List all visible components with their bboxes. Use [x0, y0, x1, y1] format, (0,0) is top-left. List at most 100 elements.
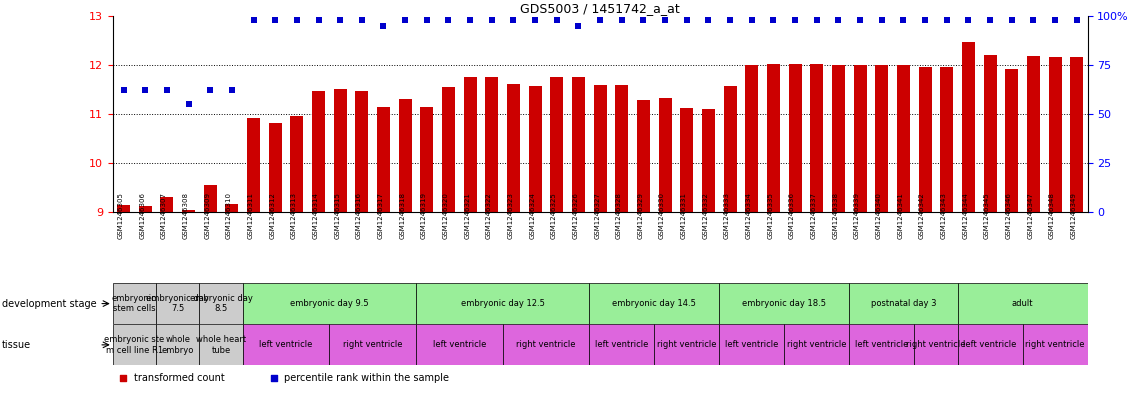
Text: embryonic day
8.5: embryonic day 8.5	[189, 294, 252, 313]
Point	[677, 17, 695, 23]
Point	[613, 17, 631, 23]
Bar	[199, 283, 242, 324]
Text: embryonic day
7.5: embryonic day 7.5	[147, 294, 210, 313]
Text: embryonic day 14.5: embryonic day 14.5	[612, 299, 696, 308]
Text: embryonic day 12.5: embryonic day 12.5	[461, 299, 544, 308]
Point	[179, 101, 197, 107]
Bar	[355, 91, 369, 212]
Bar	[724, 86, 737, 212]
Point	[635, 17, 653, 23]
Text: right ventricle: right ventricle	[906, 340, 966, 349]
Bar	[225, 204, 238, 212]
Text: GSM1246323: GSM1246323	[507, 192, 514, 239]
Text: GSM1246310: GSM1246310	[225, 192, 232, 239]
Point	[526, 17, 544, 23]
Bar	[914, 324, 958, 365]
Bar	[160, 197, 174, 212]
Bar	[113, 283, 156, 324]
Text: GSM1246326: GSM1246326	[573, 192, 578, 239]
Text: left ventricle: left ventricle	[259, 340, 312, 349]
Point	[916, 17, 934, 23]
Bar	[312, 91, 325, 212]
Point	[980, 17, 1000, 23]
Bar	[420, 107, 433, 212]
Bar	[984, 55, 996, 212]
Point	[331, 17, 349, 23]
Point	[158, 87, 176, 94]
Text: GSM1246311: GSM1246311	[248, 192, 254, 239]
Text: percentile rank within the sample: percentile rank within the sample	[284, 373, 450, 383]
Text: GSM1246343: GSM1246343	[941, 192, 947, 239]
Text: GSM1246318: GSM1246318	[399, 192, 406, 239]
Text: left ventricle: left ventricle	[964, 340, 1017, 349]
Point	[223, 87, 241, 94]
Bar	[329, 324, 416, 365]
Point	[764, 17, 782, 23]
Point	[461, 17, 479, 23]
Bar	[1005, 69, 1018, 212]
Text: GSM1246342: GSM1246342	[920, 193, 925, 239]
Point	[287, 17, 305, 23]
Text: right ventricle: right ventricle	[1026, 340, 1085, 349]
Text: left ventricle: left ventricle	[595, 340, 648, 349]
Text: postnatal day 3: postnatal day 3	[871, 299, 937, 308]
Bar	[1022, 324, 1088, 365]
Bar	[615, 85, 628, 212]
Text: embryonic
stem cells: embryonic stem cells	[112, 294, 157, 313]
Text: GSM1246335: GSM1246335	[767, 192, 773, 239]
Text: GSM1246306: GSM1246306	[140, 192, 145, 239]
Bar	[463, 77, 477, 212]
Bar	[204, 185, 216, 212]
Text: left ventricle: left ventricle	[433, 340, 486, 349]
Point	[548, 17, 566, 23]
Point	[851, 17, 869, 23]
Bar	[1071, 57, 1083, 212]
Point	[787, 17, 805, 23]
Bar	[529, 86, 542, 212]
Bar	[242, 324, 329, 365]
Text: GSM1246331: GSM1246331	[681, 192, 686, 239]
Text: GSM1246317: GSM1246317	[378, 192, 383, 239]
Text: GSM1246328: GSM1246328	[615, 192, 622, 239]
Bar	[117, 205, 130, 212]
Text: GSM1246316: GSM1246316	[356, 192, 362, 239]
Text: GSM1246349: GSM1246349	[1071, 192, 1076, 239]
Bar	[832, 65, 845, 212]
Text: whole heart
tube: whole heart tube	[196, 335, 246, 354]
Text: left ventricle: left ventricle	[855, 340, 908, 349]
Text: GSM1246305: GSM1246305	[117, 192, 124, 239]
Bar	[268, 123, 282, 212]
Text: right ventricle: right ventricle	[657, 340, 717, 349]
Text: GSM1246315: GSM1246315	[335, 192, 340, 239]
Text: GSM1246327: GSM1246327	[594, 192, 600, 239]
Text: embryonic day 18.5: embryonic day 18.5	[743, 299, 826, 308]
Bar	[550, 77, 564, 212]
Point	[1003, 17, 1021, 23]
Text: GSM1246339: GSM1246339	[854, 192, 860, 239]
Point	[201, 87, 219, 94]
Text: GSM1246334: GSM1246334	[746, 192, 752, 239]
Bar	[876, 65, 888, 212]
Text: GSM1246312: GSM1246312	[269, 192, 275, 239]
Bar	[853, 65, 867, 212]
Bar	[767, 64, 780, 212]
Point	[469, 239, 487, 245]
Bar	[594, 85, 606, 212]
Bar	[589, 283, 719, 324]
Text: GSM1246345: GSM1246345	[984, 193, 991, 239]
Text: GSM1246341: GSM1246341	[897, 192, 904, 239]
Point	[505, 17, 523, 23]
Text: GSM1246346: GSM1246346	[1005, 192, 1012, 239]
Text: GSM1246324: GSM1246324	[530, 193, 535, 239]
Point	[743, 17, 761, 23]
Text: GSM1246333: GSM1246333	[725, 192, 730, 239]
Bar	[810, 64, 823, 212]
Point	[808, 17, 826, 23]
Bar	[156, 283, 199, 324]
Text: GSM1246313: GSM1246313	[291, 192, 296, 239]
Point	[482, 17, 500, 23]
Text: tissue: tissue	[2, 340, 32, 350]
Bar	[199, 324, 242, 365]
Point	[829, 17, 848, 23]
Bar	[416, 324, 503, 365]
